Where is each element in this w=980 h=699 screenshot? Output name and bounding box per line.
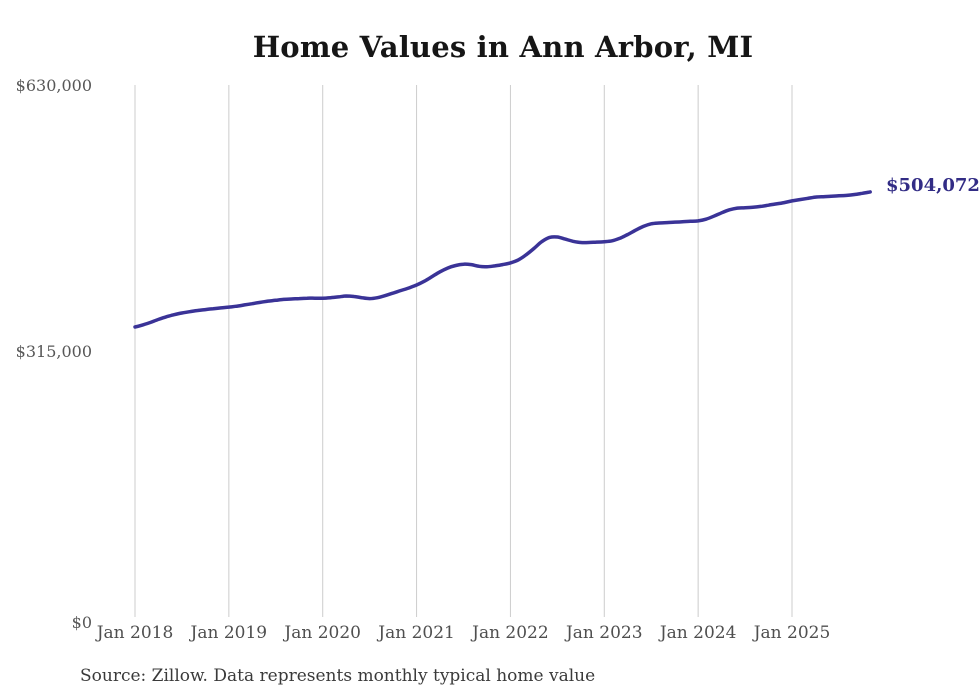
chart-title: Home Values in Ann Arbor, MI [252, 30, 754, 64]
x-axis-tick-jan-2022: Jan 2022 [472, 623, 549, 643]
latest-value-label: $504,072 [886, 175, 980, 196]
vertical-gridlines [134, 85, 793, 617]
y-axis-tick-0: $0 [71, 613, 92, 632]
x-axis-tick-jan-2021: Jan 2021 [378, 623, 455, 643]
source-attribution: Source: Zillow. Data represents monthly … [80, 666, 596, 686]
y-axis-tick-315000: $315,000 [15, 342, 92, 361]
home-value-line-series [133, 190, 872, 329]
x-axis-tick-jan-2020: Jan 2020 [284, 623, 361, 643]
x-axis-tick-jan-2018: Jan 2018 [96, 623, 174, 643]
x-axis-tick-jan-2019: Jan 2019 [190, 623, 268, 643]
x-axis-tick-jan-2024: Jan 2024 [659, 623, 737, 643]
x-axis-tick-jan-2023: Jan 2023 [565, 623, 643, 643]
y-axis-tick-630000: $630,000 [15, 76, 92, 95]
x-axis-tick-jan-2025: Jan 2025 [753, 623, 831, 643]
